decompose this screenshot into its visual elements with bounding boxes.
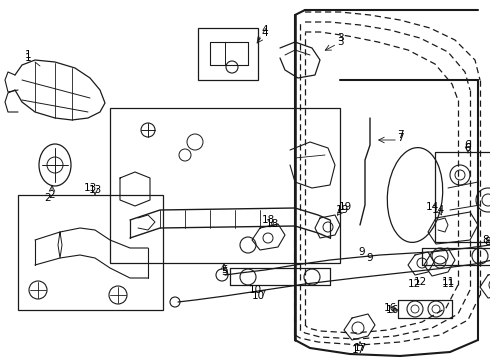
Text: 12: 12	[414, 277, 427, 287]
Bar	[198, 28, 258, 80]
Text: 19: 19	[335, 205, 348, 215]
Text: 10: 10	[248, 285, 262, 295]
Text: 11: 11	[441, 279, 455, 289]
Bar	[110, 108, 340, 263]
Text: 5: 5	[220, 267, 227, 277]
Text: 10: 10	[251, 291, 265, 301]
Text: 16: 16	[385, 305, 399, 315]
Text: 7: 7	[397, 133, 403, 143]
Text: 11: 11	[441, 277, 455, 287]
Text: 8: 8	[483, 235, 490, 245]
Text: 16: 16	[383, 303, 396, 313]
Text: 19: 19	[339, 202, 352, 212]
Text: 12: 12	[407, 279, 420, 289]
Text: 3: 3	[337, 33, 343, 43]
Bar	[435, 152, 490, 242]
Text: 13: 13	[88, 185, 101, 195]
Text: 18: 18	[261, 215, 274, 225]
Text: 17: 17	[353, 343, 367, 353]
Text: 6: 6	[465, 143, 471, 153]
Bar	[18, 195, 163, 310]
Text: 7: 7	[397, 130, 403, 140]
Text: 13: 13	[83, 183, 97, 193]
Text: 5: 5	[220, 265, 227, 275]
Text: 18: 18	[266, 219, 279, 229]
Text: 3: 3	[337, 37, 343, 47]
Text: 8: 8	[485, 237, 490, 247]
Text: 9: 9	[359, 247, 366, 257]
Text: 1: 1	[24, 53, 31, 63]
Text: 2: 2	[45, 193, 51, 203]
Text: 1: 1	[24, 50, 31, 60]
Text: 2: 2	[49, 190, 55, 200]
Text: 14: 14	[425, 202, 439, 212]
Text: 17: 17	[351, 345, 365, 355]
Text: 9: 9	[367, 253, 373, 263]
Text: 4: 4	[262, 28, 269, 38]
Text: 4: 4	[262, 25, 269, 35]
Text: 6: 6	[465, 140, 471, 150]
Text: 14: 14	[431, 205, 444, 215]
